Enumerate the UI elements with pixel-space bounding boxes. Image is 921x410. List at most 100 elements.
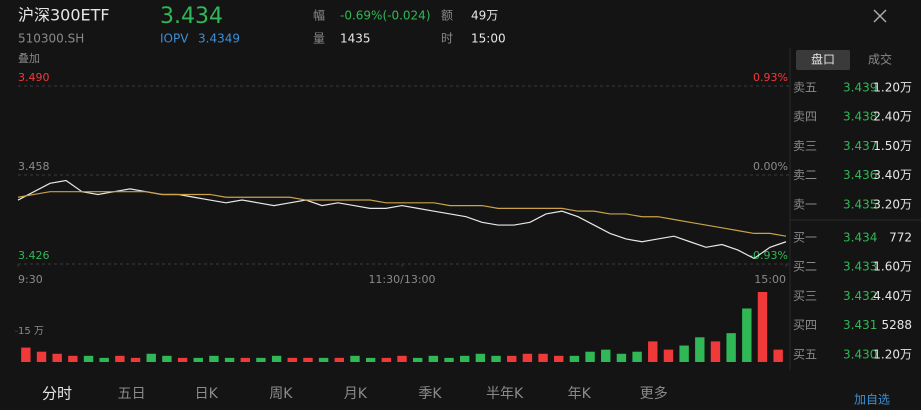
book-price: 3.438 — [843, 110, 877, 124]
stat-label: 时 — [441, 32, 453, 46]
book-volume: 2.40万 — [873, 110, 912, 124]
period-tab[interactable]: 五日 — [118, 386, 146, 402]
period-tab[interactable]: 月K — [344, 386, 368, 402]
stat-value: 15:00 — [471, 32, 506, 46]
volume-bar — [412, 357, 423, 362]
volume-bar — [428, 355, 439, 362]
volume-bar — [475, 353, 486, 362]
stat-value: 1435 — [340, 32, 371, 46]
volume-bar — [663, 349, 674, 362]
period-tab[interactable]: 年K — [568, 386, 592, 402]
active-tab-bg — [796, 50, 850, 70]
security-name: 沪深300ETF — [18, 6, 110, 25]
book-volume: 772 — [889, 231, 912, 245]
period-tab[interactable]: 更多 — [640, 385, 668, 402]
book-label: 卖三 — [793, 139, 817, 153]
volume-bar — [679, 345, 689, 362]
book-label: 买一 — [793, 231, 817, 245]
book-volume: 1.20万 — [873, 347, 912, 361]
book-label: 卖五 — [793, 81, 817, 95]
volume-bar — [538, 353, 548, 362]
volume-bar — [507, 355, 517, 362]
last-price: 3.434 — [160, 4, 223, 29]
volume-bar — [648, 341, 658, 362]
volume-bar — [83, 355, 94, 362]
book-volume: 1.20万 — [873, 81, 912, 95]
y2-tick-label: 0.00% — [753, 160, 788, 173]
volume-bar — [115, 355, 125, 362]
trades-tab[interactable]: 成交 — [868, 52, 892, 67]
book-price: 3.436 — [843, 168, 877, 182]
stat-label: 幅 — [313, 8, 325, 23]
volume-bar — [146, 353, 156, 362]
book-price: 3.431 — [843, 318, 877, 332]
security-code: 510300.SH — [18, 32, 84, 46]
stat-label: 量 — [313, 32, 325, 46]
book-label: 买三 — [793, 289, 817, 303]
volume-bar — [616, 353, 627, 362]
book-label: 买四 — [793, 318, 817, 332]
book-volume: 1.50万 — [873, 139, 912, 153]
volume-bar — [710, 341, 721, 362]
overlay-button[interactable]: 叠加 — [18, 52, 40, 65]
volume-bar — [224, 357, 235, 362]
book-price: 3.434 — [843, 231, 877, 245]
volume-bar — [240, 357, 250, 362]
close-button[interactable] — [873, 9, 887, 23]
y-tick-label: 15 万 — [18, 326, 44, 337]
y2-tick-label: -0.93% — [749, 249, 788, 262]
volume-bar — [381, 357, 392, 362]
y2-tick-label: 0.93% — [753, 71, 788, 84]
book-price: 3.433 — [843, 260, 877, 274]
volume-bar — [459, 355, 470, 362]
period-tab[interactable]: 分时 — [42, 385, 72, 403]
volume-bar — [522, 353, 533, 362]
volume-bar — [36, 351, 47, 362]
volume-bar — [52, 353, 62, 362]
book-price: 3.435 — [843, 197, 877, 211]
volume-bar — [287, 357, 297, 362]
volume-bar — [726, 333, 736, 362]
volume-bar — [21, 347, 31, 362]
add-watchlist[interactable]: 加自选 — [854, 393, 890, 407]
book-price: 3.432 — [843, 289, 877, 303]
volume-bar — [303, 357, 313, 362]
x-tick-label: 9:30 — [18, 273, 43, 286]
book-volume: 4.40万 — [873, 289, 912, 303]
volume-bar — [773, 349, 783, 362]
volume-bar — [742, 308, 752, 362]
volume-bar — [177, 357, 188, 362]
orderbook-tab[interactable]: 盘口 — [811, 52, 835, 67]
book-price: 3.430 — [843, 347, 877, 361]
period-tab[interactable]: 半年K — [486, 386, 524, 402]
period-tab[interactable]: 日K — [195, 386, 219, 402]
volume-bar — [271, 355, 282, 362]
volume-bar — [601, 349, 611, 362]
volume-bar — [365, 357, 376, 362]
volume-bar — [99, 357, 109, 362]
volume-bar — [585, 351, 595, 362]
volume-bar — [554, 355, 564, 362]
volume-bar — [569, 355, 580, 362]
x-tick-label: 15:00 — [754, 273, 786, 286]
book-label: 卖四 — [793, 110, 817, 124]
volume-bar — [350, 355, 360, 362]
volume-bar — [334, 357, 345, 362]
period-tab[interactable]: 季K — [418, 386, 442, 402]
y-tick-label: 3.426 — [18, 249, 50, 262]
book-volume: 3.40万 — [873, 168, 912, 182]
book-label: 买二 — [793, 260, 817, 274]
volume-bar — [162, 355, 172, 362]
volume-bar — [397, 355, 407, 362]
y-tick-label: 3.490 — [18, 71, 50, 84]
volume-bar — [695, 337, 705, 362]
x-tick-label: 11:30/13:00 — [368, 273, 435, 286]
book-volume: 3.20万 — [873, 197, 912, 211]
book-label: 卖二 — [793, 168, 817, 182]
volume-bar — [632, 351, 642, 362]
book-label: 卖一 — [793, 197, 817, 211]
iopv-value: 3.4349 — [198, 32, 240, 46]
volume-bar — [757, 292, 768, 362]
period-tab[interactable]: 周K — [269, 386, 293, 402]
book-price: 3.439 — [843, 81, 877, 95]
